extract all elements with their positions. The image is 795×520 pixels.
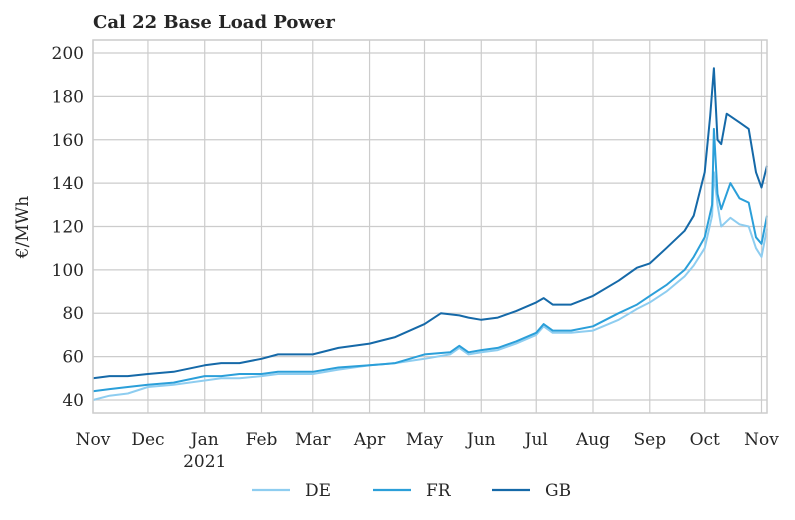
x-tick-label: Nov <box>744 430 779 450</box>
series-line-gb <box>92 67 768 380</box>
y-tick-label: 180 <box>52 87 84 107</box>
x-tick-sublabel: 2021 <box>183 452 226 472</box>
x-tick-label: Mar <box>295 430 332 450</box>
y-tick-label: 40 <box>62 391 84 411</box>
x-tick-label: Jul <box>523 430 548 450</box>
grid <box>92 40 767 413</box>
x-tick-label: Aug <box>575 430 610 450</box>
y-tick-label: 160 <box>52 131 84 151</box>
x-tick-label: Sep <box>633 430 666 450</box>
legend-label-gb: GB <box>545 481 571 501</box>
y-tick-label: 80 <box>62 304 84 324</box>
x-tick-label: Apr <box>353 430 386 450</box>
chart-title: Cal 22 Base Load Power <box>93 12 335 33</box>
series-layer <box>92 67 768 401</box>
legend-label-de: DE <box>305 481 331 501</box>
y-tick-labels: 40 60 80 100 120 140 160 180 200 <box>52 44 84 411</box>
x-tick-label: Dec <box>131 430 164 450</box>
x-tick-label: May <box>406 430 444 450</box>
series-line-de <box>92 171 768 401</box>
legend: DE FR GB <box>252 481 571 501</box>
y-tick-label: 200 <box>52 44 84 64</box>
y-axis-label: €/MWh <box>13 196 33 259</box>
y-tick-label: 140 <box>52 174 84 194</box>
x-tick-label: Feb <box>246 430 278 450</box>
x-tick-label: Nov <box>76 430 111 450</box>
y-tick-label: 100 <box>52 261 84 281</box>
x-tick-label: Oct <box>690 430 720 450</box>
x-tick-label: Jan <box>189 430 219 450</box>
series-line-fr <box>92 127 768 393</box>
x-tick-label: Jun <box>465 430 496 450</box>
plot-frame <box>92 39 768 414</box>
y-tick-label: 60 <box>62 348 84 368</box>
legend-label-fr: FR <box>426 481 452 501</box>
y-tick-label: 120 <box>52 218 84 238</box>
